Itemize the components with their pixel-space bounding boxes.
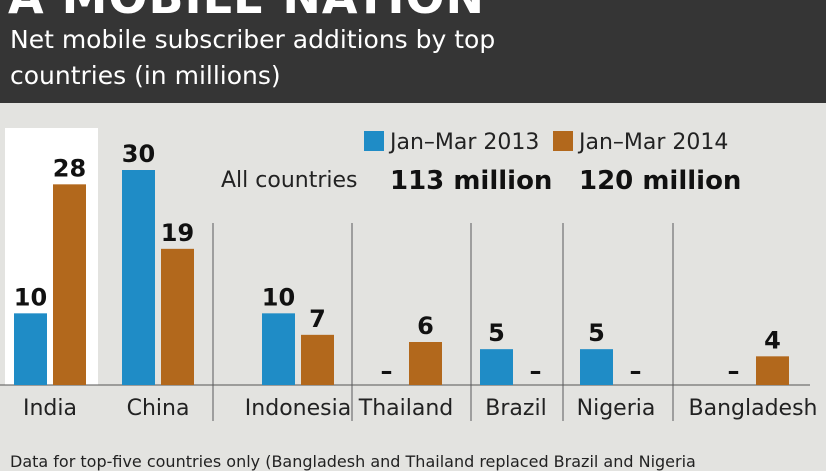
value-label-2013-bangladesh: – <box>728 357 740 385</box>
value-label-2014-brazil: – <box>530 357 542 385</box>
category-label-thailand: Thailand <box>358 396 453 421</box>
category-label-indonesia: Indonesia <box>245 396 351 421</box>
category-label-nigeria: Nigeria <box>577 396 656 421</box>
chart-title: A MOBILE NATION <box>8 0 485 24</box>
legend-label-2014: Jan–Mar 2014 <box>577 130 728 155</box>
total-2014: 120 million <box>579 166 741 196</box>
bar-2013-india <box>14 313 47 385</box>
value-label-2013-nigeria: 5 <box>588 319 605 347</box>
value-label-2013-indonesia: 10 <box>262 283 295 311</box>
legend-swatch-2014 <box>553 131 573 151</box>
value-label-2013-china: 30 <box>122 140 155 168</box>
category-label-china: China <box>127 396 190 421</box>
value-label-2013-brazil: 5 <box>488 319 505 347</box>
bar-chart: 1028India3019China107Indonesia–6Thailand… <box>0 128 818 421</box>
bar-2013-nigeria <box>580 349 613 385</box>
header: A MOBILE NATION Net mobile subscriber ad… <box>0 0 826 103</box>
chart-subtitle: Net mobile subscriber additions by top c… <box>10 25 496 90</box>
legend-label-2013: Jan–Mar 2013 <box>388 130 539 155</box>
bar-2014-india <box>53 184 86 385</box>
category-label-bangladesh: Bangladesh <box>689 396 818 421</box>
bar-2013-china <box>122 170 155 385</box>
value-label-2013-india: 10 <box>14 283 47 311</box>
value-label-2013-thailand: – <box>381 357 393 385</box>
value-label-2014-india: 28 <box>53 154 86 182</box>
value-label-2014-china: 19 <box>161 219 194 247</box>
value-label-2014-bangladesh: 4 <box>764 326 781 354</box>
bar-2014-bangladesh <box>756 356 789 385</box>
value-label-2014-thailand: 6 <box>417 312 434 340</box>
bar-2013-indonesia <box>262 313 295 385</box>
bar-2013-brazil <box>480 349 513 385</box>
legend: Jan–Mar 2013 Jan–Mar 2014 All countries … <box>221 130 741 196</box>
category-label-india: India <box>23 396 77 421</box>
value-label-2014-nigeria: – <box>630 357 642 385</box>
bar-2014-thailand <box>409 342 442 385</box>
footnote: Data for top-five countries only (Bangla… <box>10 452 696 471</box>
legend-swatch-2013 <box>364 131 384 151</box>
bar-2014-indonesia <box>301 334 334 385</box>
value-label-2014-indonesia: 7 <box>309 305 326 333</box>
bar-2014-china <box>161 248 194 385</box>
category-label-brazil: Brazil <box>485 396 546 421</box>
totals-caption: All countries <box>221 168 358 193</box>
total-2013: 113 million <box>390 166 552 196</box>
